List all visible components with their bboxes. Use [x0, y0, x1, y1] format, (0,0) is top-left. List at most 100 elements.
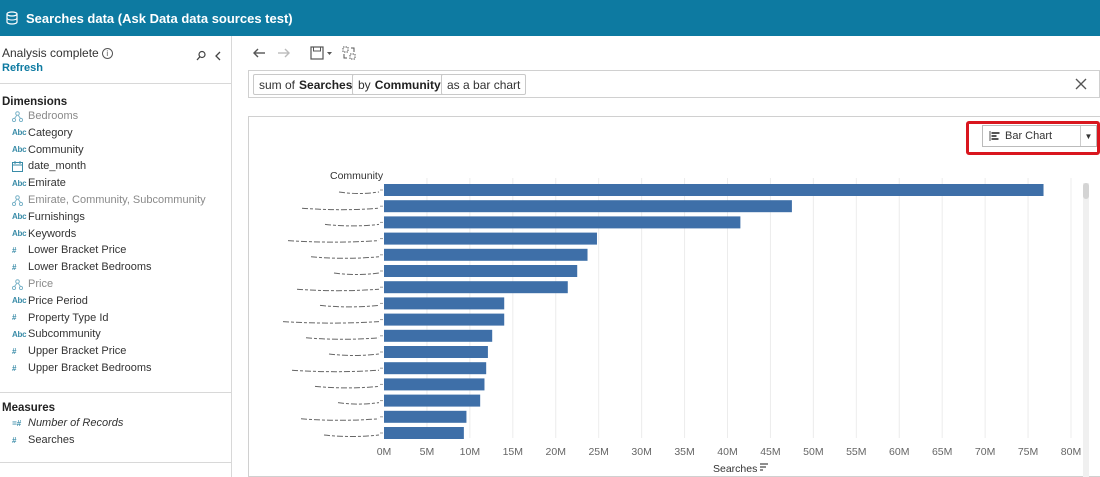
dimension-field[interactable]: # Property Type Id — [12, 310, 109, 326]
dimension-field[interactable]: # Lower Bracket Price — [12, 242, 126, 258]
bar — [384, 216, 741, 229]
dimension-field[interactable]: Abc Subcommunity — [12, 326, 101, 342]
redacted-category-label — [324, 223, 380, 227]
query-pill-viz-type[interactable]: as a bar chart — [441, 74, 527, 95]
dimension-field[interactable]: Abc Community — [12, 142, 84, 158]
dimension-field[interactable]: # Lower Bracket Bedrooms — [12, 259, 152, 275]
field-label: Lower Bracket Bedrooms — [28, 261, 152, 274]
x-tick-label: 55M — [846, 446, 866, 458]
bar — [384, 394, 481, 407]
sidebar-divider — [0, 392, 231, 393]
field-label: Upper Bracket Bedrooms — [28, 362, 152, 374]
bar — [384, 232, 597, 245]
redacted-category-label — [338, 191, 380, 194]
x-tick-label: 70M — [975, 446, 995, 458]
dimension-field[interactable]: Bedrooms — [12, 108, 78, 124]
measure-field[interactable]: # Searches — [12, 432, 74, 448]
bar — [384, 313, 505, 326]
x-tick-label: 15M — [503, 446, 523, 458]
dimension-field[interactable]: date_month — [12, 158, 86, 174]
bar — [384, 362, 487, 375]
close-icon[interactable] — [1073, 76, 1089, 92]
bar — [384, 427, 464, 439]
dimension-field[interactable]: Abc Price Period — [12, 293, 88, 309]
number-type-icon: # — [12, 435, 17, 445]
dimension-field[interactable]: Abc Keywords — [12, 226, 76, 242]
redacted-category-label — [287, 240, 380, 243]
back-button[interactable] — [250, 45, 268, 61]
pill-prefix: sum of — [259, 77, 296, 92]
dimension-field[interactable]: Price — [12, 276, 53, 292]
pill-prefix: by — [358, 77, 371, 92]
x-tick-label: 45M — [760, 446, 780, 458]
x-tick-label: 40M — [717, 446, 737, 458]
ask-data-query-bar[interactable]: sum of Searches by Community as a bar char… — [248, 70, 1100, 98]
x-tick-label: 20M — [546, 446, 566, 458]
redacted-category-label — [300, 418, 380, 421]
pill-label: as a bar chart — [447, 77, 521, 92]
pill-field: Searches — [299, 77, 353, 92]
x-tick-label: 80M — [1061, 446, 1081, 458]
info-icon[interactable]: i — [101, 48, 113, 59]
window-title: Searches data (Ask Data data sources tes… — [26, 10, 293, 26]
search-icon[interactable] — [196, 50, 206, 62]
dimension-field[interactable]: Abc Category — [12, 125, 73, 141]
measure-field[interactable]: =# Number of Records — [12, 415, 123, 431]
field-label: Price Period — [28, 294, 88, 307]
pill-field: Community — [374, 77, 441, 92]
sidebar-divider — [0, 462, 231, 463]
bar — [384, 329, 493, 342]
hierarchy-icon — [12, 194, 26, 206]
refresh-link[interactable]: Refresh — [2, 62, 43, 74]
calculated-number-icon: =# — [12, 418, 22, 428]
dimensions-heading: Dimensions — [2, 96, 68, 108]
datasource-icon — [6, 11, 18, 25]
forward-button[interactable] — [275, 45, 293, 61]
hierarchy-icon — [12, 278, 26, 290]
string-type-icon: Abc — [12, 329, 27, 339]
dimension-field[interactable]: Abc Emirate — [12, 175, 66, 191]
field-label: Emirate — [28, 177, 66, 190]
bar — [384, 378, 485, 391]
save-menu-button[interactable] — [309, 45, 335, 61]
chart-type-dropdown[interactable]: Bar Chart ▼ — [982, 125, 1097, 147]
x-tick-label: 60M — [889, 446, 909, 458]
dimension-field[interactable]: Emirate, Community, Subcommunity — [12, 192, 206, 208]
query-pill-dimension[interactable]: by Community — [352, 74, 447, 95]
bar — [384, 281, 568, 294]
swap-button[interactable] — [340, 45, 358, 61]
field-label: date_month — [28, 160, 87, 173]
query-pill-measure[interactable]: sum of Searches — [253, 74, 359, 95]
bar-chart: 0M 5M 10M 15M 20M 25M 30M 35M 40M 45M 50M 55M 60M 65M… — [282, 170, 1081, 475]
field-label: Lower Bracket Price — [28, 244, 127, 257]
collapse-pane-icon[interactable] — [213, 50, 223, 62]
scrollbar-thumb[interactable] — [1083, 183, 1089, 199]
bar — [384, 200, 792, 213]
data-pane: Analysis complete i Refresh Dimensions Be… — [0, 36, 232, 477]
x-tick-label: 50M — [803, 446, 823, 458]
analysis-status-text: Analysis complete — [2, 46, 99, 60]
bar — [384, 248, 588, 261]
dimension-field[interactable]: # Upper Bracket Price — [12, 343, 126, 359]
field-label: Price — [28, 278, 54, 290]
x-axis-title: Searches — [713, 463, 757, 475]
hierarchy-icon — [12, 110, 26, 122]
dimension-field[interactable]: Abc Furnishings — [12, 209, 85, 225]
x-tick-label: 0M — [377, 446, 392, 458]
bar — [384, 410, 467, 423]
redacted-category-label — [333, 272, 380, 275]
redacted-category-label — [310, 256, 380, 259]
x-tick-label: 35M — [674, 446, 694, 458]
bar — [384, 297, 505, 310]
analysis-status: Analysis complete i — [2, 46, 113, 60]
redacted-category-label — [301, 207, 380, 211]
chart-type-label: Bar Chart — [1005, 130, 1053, 142]
field-label: Category — [28, 126, 73, 139]
redacted-category-label — [305, 337, 380, 340]
field-label: Bedrooms — [28, 110, 79, 122]
redacted-category-label — [296, 288, 380, 292]
bar — [384, 184, 1044, 196]
number-type-icon: # — [12, 346, 17, 356]
dimension-field[interactable]: # Upper Bracket Bedrooms — [12, 360, 152, 376]
scrollbar-track[interactable] — [1083, 183, 1089, 477]
